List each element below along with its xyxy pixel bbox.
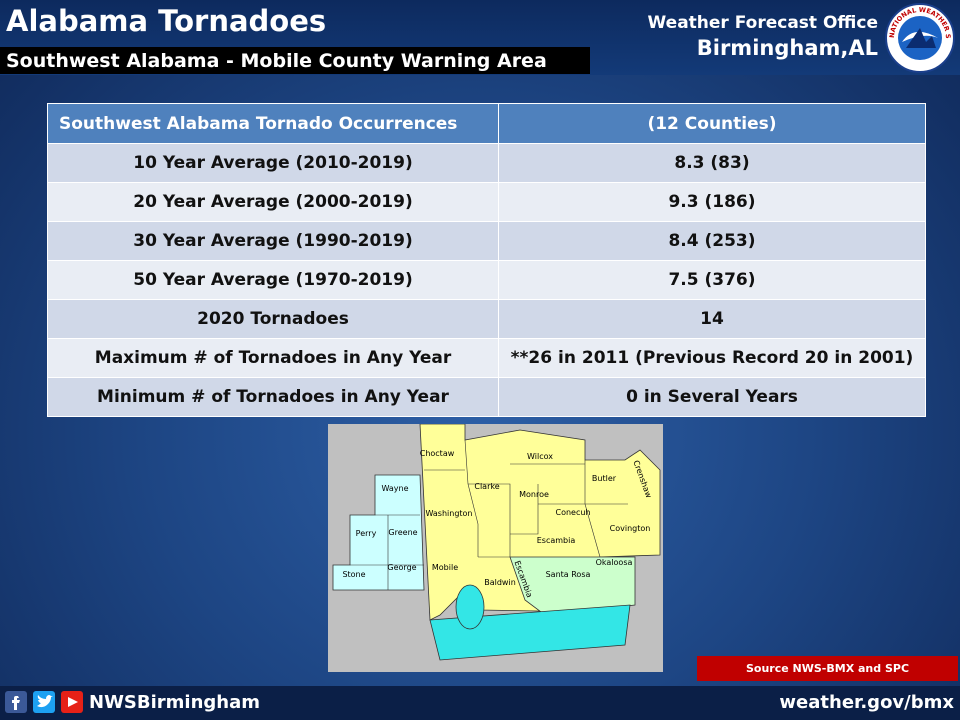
- county-label: Butler: [592, 474, 617, 483]
- website-url[interactable]: weather.gov/bmx: [779, 692, 954, 713]
- county-label: Stone: [342, 570, 365, 579]
- county-label: Monroe: [519, 490, 549, 499]
- stats-table: Southwest Alabama Tornado Occurrences (1…: [47, 103, 926, 417]
- county-label: Baldwin: [484, 578, 516, 587]
- table-header: Southwest Alabama Tornado Occurrences (1…: [47, 103, 926, 144]
- table-cell: 20 Year Average (2000-2019): [47, 182, 499, 222]
- table-row: 2020 Tornadoes 14: [47, 299, 926, 339]
- county-label: Okaloosa: [596, 558, 633, 567]
- title: Alabama Tornadoes: [6, 4, 327, 38]
- county-label: Washington: [425, 509, 472, 518]
- source-note: Source NWS-BMX and SPC: [697, 656, 958, 681]
- table-cell: 8.3 (83): [498, 143, 926, 183]
- table-cell: 0 in Several Years: [498, 377, 926, 417]
- county-label: Mobile: [432, 563, 458, 572]
- county-label: George: [387, 563, 416, 572]
- table-body: 10 Year Average (2010-2019) 8.3 (83) 20 Ye…: [47, 143, 926, 417]
- county-label: Greene: [388, 528, 417, 537]
- county-label: Santa Rosa: [546, 570, 591, 579]
- mobile-bay: [455, 584, 485, 630]
- nws-logo: NATIONAL WEATHER SERVICE: [884, 2, 955, 73]
- social-handle[interactable]: NWSBirmingham: [89, 692, 260, 713]
- county-label: Escambia: [537, 536, 576, 545]
- header-cell: (12 Counties): [498, 103, 926, 144]
- county-label: Choctaw: [420, 449, 455, 458]
- county-label: Wayne: [381, 484, 408, 493]
- table-cell: 30 Year Average (1990-2019): [47, 221, 499, 261]
- table-row: 10 Year Average (2010-2019) 8.3 (83): [47, 143, 926, 183]
- table-row: Minimum # of Tornadoes in Any Year 0 in S…: [47, 377, 926, 417]
- social-icons[interactable]: [5, 690, 87, 714]
- office-location: Birmingham,AL: [696, 36, 878, 60]
- county-label: Clarke: [474, 482, 499, 491]
- table-row: Maximum # of Tornadoes in Any Year **26 i…: [47, 338, 926, 378]
- table-cell: 50 Year Average (1970-2019): [47, 260, 499, 300]
- county-label: Covington: [610, 524, 651, 533]
- subtitle: Southwest Alabama - Mobile County Warnin…: [6, 50, 547, 72]
- header-cell: Southwest Alabama Tornado Occurrences: [47, 103, 499, 144]
- table-cell: 14: [498, 299, 926, 339]
- subtitle-bar: [0, 47, 590, 74]
- county-label: Conecuh: [555, 508, 590, 517]
- table-cell: 8.4 (253): [498, 221, 926, 261]
- table-cell: 7.5 (376): [498, 260, 926, 300]
- table-row: 20 Year Average (2000-2019) 9.3 (186): [47, 182, 926, 222]
- county-label: Perry: [356, 529, 377, 538]
- county-label: Wilcox: [527, 452, 553, 461]
- table-cell: 10 Year Average (2010-2019): [47, 143, 499, 183]
- table-cell: 2020 Tornadoes: [47, 299, 499, 339]
- table-cell: **26 in 2011 (Previous Record 20 in 2001…: [498, 338, 926, 378]
- table-cell: 9.3 (186): [498, 182, 926, 222]
- office-name: Weather Forecast Office: [647, 13, 878, 33]
- table-row: 50 Year Average (1970-2019) 7.5 (376): [47, 260, 926, 300]
- table-cell: Minimum # of Tornadoes in Any Year: [47, 377, 499, 417]
- table-row: 30 Year Average (1990-2019) 8.4 (253): [47, 221, 926, 261]
- mississippi-counties: [332, 474, 425, 591]
- table-cell: Maximum # of Tornadoes in Any Year: [47, 338, 499, 378]
- footer-bar: [0, 686, 960, 720]
- county-lines: [350, 439, 628, 590]
